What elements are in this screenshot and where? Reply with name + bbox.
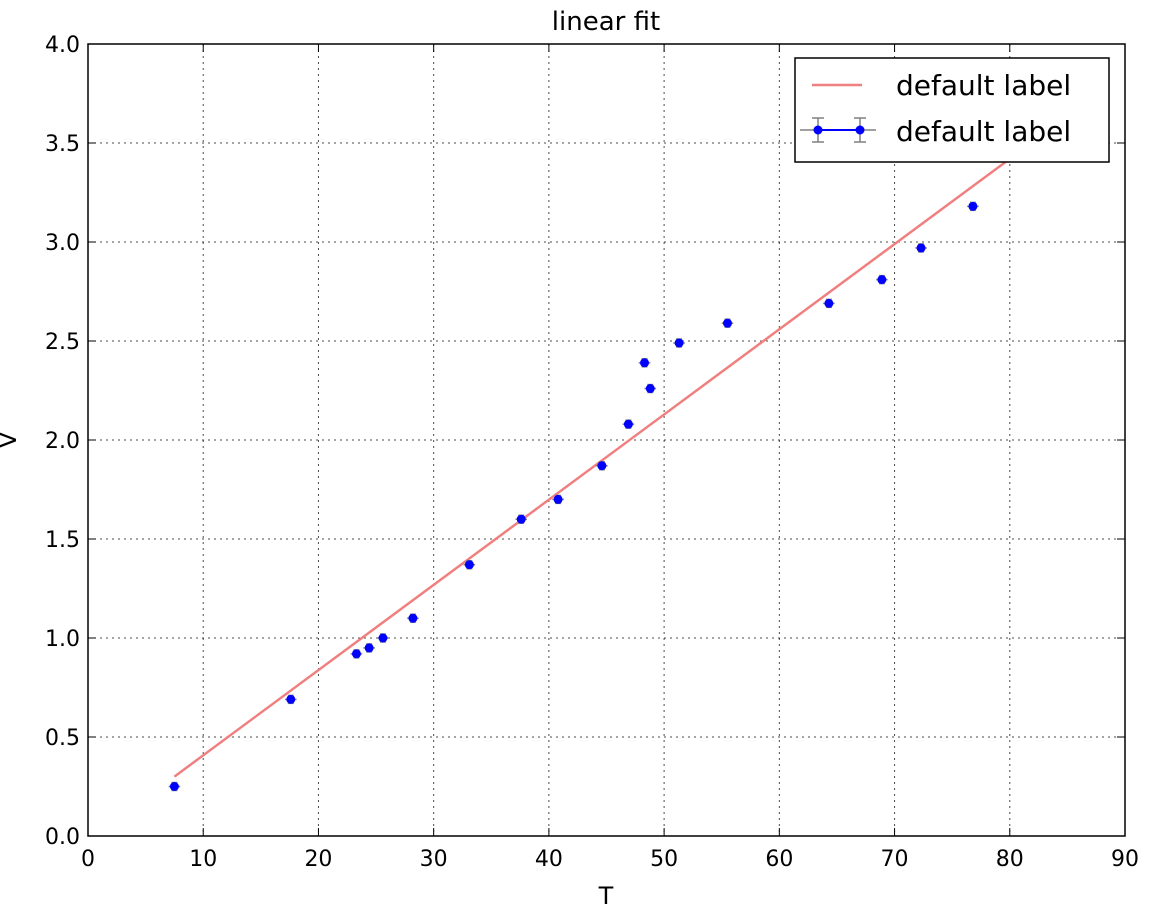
data-point	[463, 560, 476, 570]
x-tick-label: 90	[1111, 847, 1139, 872]
data-marker	[597, 461, 607, 471]
x-tick-label: 30	[420, 847, 448, 872]
data-point	[515, 514, 527, 524]
legend: default label default label	[794, 57, 1110, 163]
data-marker	[464, 560, 474, 570]
y-tick-label: 0.0	[45, 825, 80, 850]
chart-title: linear fit	[552, 7, 660, 37]
y-axis-label: V	[0, 431, 22, 448]
data-points-layer	[168, 201, 979, 792]
legend-errorbar-swatch	[800, 117, 876, 143]
data-marker	[623, 419, 633, 429]
data-point	[673, 338, 685, 348]
data-marker	[645, 384, 655, 394]
data-point	[596, 461, 608, 471]
y-axis-ticks: 0.0 0.5 1.0 1.5 2.0 2.5 3.0 3.5 4.0	[45, 33, 1125, 850]
y-tick-label: 4.0	[45, 33, 80, 58]
data-point	[377, 633, 389, 643]
data-marker	[408, 613, 418, 623]
data-point	[350, 649, 363, 659]
data-point	[552, 494, 564, 505]
x-tick-label: 70	[881, 847, 909, 872]
data-point	[823, 298, 835, 309]
data-marker	[916, 243, 926, 253]
data-marker	[553, 494, 563, 504]
data-point	[407, 613, 419, 623]
data-marker	[169, 782, 179, 791]
data-marker	[351, 649, 361, 659]
data-point	[638, 358, 651, 368]
data-point	[915, 243, 927, 253]
data-point	[622, 419, 635, 429]
fit-line-layer	[173, 157, 1011, 778]
data-point	[876, 274, 888, 285]
x-axis-ticks: 0 10 20 30 40 50 60 70 80 90	[81, 44, 1139, 872]
legend-label-data: default label	[896, 115, 1071, 148]
y-tick-label: 3.5	[45, 132, 80, 157]
x-tick-label: 50	[650, 847, 678, 872]
data-point	[363, 643, 375, 653]
data-marker	[824, 298, 834, 308]
y-tick-label: 0.5	[45, 726, 80, 751]
fit-line	[173, 157, 1011, 778]
data-marker	[877, 275, 887, 285]
y-tick-label: 2.5	[45, 330, 80, 355]
y-tick-label: 2.0	[45, 429, 80, 454]
data-marker	[674, 338, 684, 348]
data-point	[967, 201, 979, 212]
data-point	[644, 383, 657, 394]
x-tick-label: 40	[535, 847, 563, 872]
x-tick-label: 10	[189, 847, 217, 872]
data-marker	[378, 633, 388, 643]
legend-label-fit: default label	[896, 69, 1071, 102]
y-tick-label: 1.0	[45, 627, 80, 652]
y-tick-label: 1.5	[45, 528, 80, 553]
data-point	[285, 694, 297, 705]
x-tick-label: 80	[996, 847, 1024, 872]
data-point	[721, 318, 734, 328]
x-axis-label: T	[598, 882, 614, 910]
data-marker	[968, 201, 978, 211]
data-marker	[722, 318, 732, 328]
y-tick-label: 3.0	[45, 231, 80, 256]
x-tick-label: 60	[765, 847, 793, 872]
data-marker	[640, 358, 650, 368]
data-point	[168, 781, 181, 792]
data-marker	[286, 694, 296, 704]
legend-box	[794, 57, 1110, 163]
x-tick-label: 0	[81, 847, 95, 872]
x-tick-label: 20	[304, 847, 332, 872]
data-marker	[364, 643, 374, 653]
data-marker	[516, 514, 526, 524]
